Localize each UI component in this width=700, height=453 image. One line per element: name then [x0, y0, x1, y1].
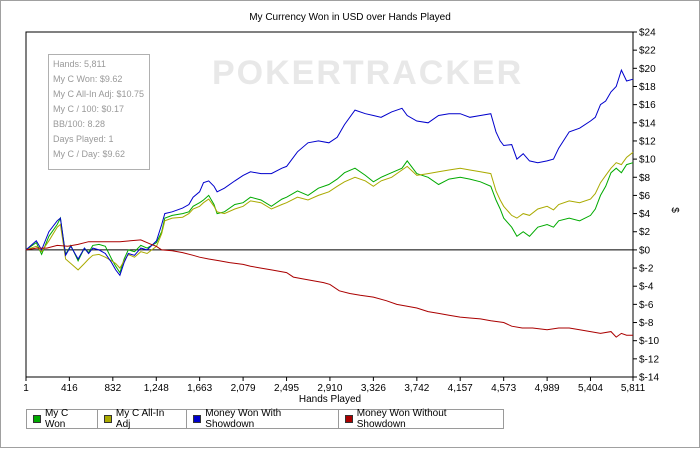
x-tick-label: 4,573: [491, 383, 516, 394]
watermark-logo: POKERTRACKER: [212, 54, 524, 92]
x-axis-label: Hands Played: [299, 394, 361, 405]
legend-item-money-won-without-showdown: Money Won Without Showdown: [339, 408, 503, 430]
y-tick-label: $-8: [639, 318, 654, 329]
y-axis: $-14 $-12 $-10 $-8 $-6 $-4 $-2 $0 $2 $4 $6 $8 $10 $12…: [633, 28, 659, 384]
stats-hands: Hands: 5,811: [53, 59, 106, 69]
y-tick-label: $20: [639, 64, 656, 75]
y-tick-label: $2: [639, 227, 651, 238]
chart-title: My Currency Won in USD over Hands Played: [249, 12, 451, 23]
y-tick-label: $16: [639, 100, 656, 111]
legend-item-my-c-all-in-adj: My C All-In Adj: [98, 408, 188, 430]
y-tick-label: $-12: [639, 354, 659, 365]
legend-label: My C Won: [44, 408, 69, 430]
y-tick-label: $8: [639, 173, 651, 184]
y-tick-label: $-4: [639, 282, 654, 293]
y-tick-label: $0: [639, 245, 651, 256]
y-tick-label: $10: [639, 155, 656, 166]
legend-swatch: [103, 415, 112, 423]
series-line-money-won-without-showdown: [25, 239, 633, 338]
legend-label: Money Won With Showdown: [205, 408, 282, 430]
x-tick-label: 5,404: [578, 383, 603, 394]
y-tick-label: $-2: [639, 264, 654, 275]
x-tick-label: 1: [23, 383, 29, 394]
y-tick-label: $6: [639, 191, 651, 202]
x-tick-label: 1,663: [187, 383, 212, 394]
y-tick-label: $12: [639, 136, 656, 147]
y-tick-label: $4: [639, 209, 651, 220]
stats-per-day: My C / Day: $9.62: [53, 149, 126, 159]
y-tick-label: $14: [639, 118, 656, 129]
y-tick-label: $24: [639, 28, 656, 39]
legend: My C Won My C All-In Adj Money Won With Sh…: [26, 408, 504, 430]
stats-allin-adj: My C All-In Adj: $10.75: [53, 89, 145, 99]
x-tick-label: 3,326: [361, 383, 386, 394]
legend-label: My C All-In Adj: [115, 408, 165, 430]
y-tick-label: $-6: [639, 300, 654, 311]
x-tick-label: 3,742: [404, 383, 429, 394]
y-axis-label: $: [669, 207, 680, 213]
legend-item-my-c-won: My C Won: [27, 408, 98, 430]
x-tick-label: 5,811: [621, 383, 646, 394]
x-tick-label: 1,248: [144, 383, 169, 394]
stats-bb-100: BB/100: 8.28: [53, 119, 106, 129]
x-tick-label: 2,079: [231, 383, 256, 394]
series-line-my-c-won: [25, 160, 634, 274]
stats-box: Hands: 5,811 My C Won: $9.62 My C All-In…: [48, 54, 150, 170]
series-line-money-won-with-showdown: [25, 68, 634, 277]
legend-item-money-won-with-showdown: Money Won With Showdown: [187, 408, 339, 430]
y-tick-label: $18: [639, 82, 656, 93]
y-tick-label: $-10: [639, 336, 659, 347]
stats-days: Days Played: 1: [53, 134, 114, 144]
y-tick-label: $-14: [639, 373, 659, 384]
x-tick-label: 832: [104, 383, 121, 394]
series-group: [25, 68, 634, 338]
series-line-my-c-all-in-adj: [25, 151, 634, 271]
legend-swatch: [33, 415, 41, 423]
stats-per-100: My C / 100: $0.17: [53, 104, 125, 114]
x-axis: 1 416 832 1,248 1,663 2,079 2,495 2,910 3,326 3,7…: [23, 377, 646, 394]
stats-won: My C Won: $9.62: [53, 74, 123, 84]
x-tick-label: 416: [61, 383, 78, 394]
x-tick-label: 2,910: [317, 383, 342, 394]
legend-swatch: [193, 415, 202, 423]
x-tick-label: 4,989: [535, 383, 560, 394]
y-tick-label: $22: [639, 46, 656, 57]
x-tick-label: 4,157: [448, 383, 473, 394]
legend-swatch: [344, 415, 353, 423]
legend-label: Money Won Without Showdown: [356, 408, 447, 430]
x-tick-label: 2,495: [274, 383, 299, 394]
